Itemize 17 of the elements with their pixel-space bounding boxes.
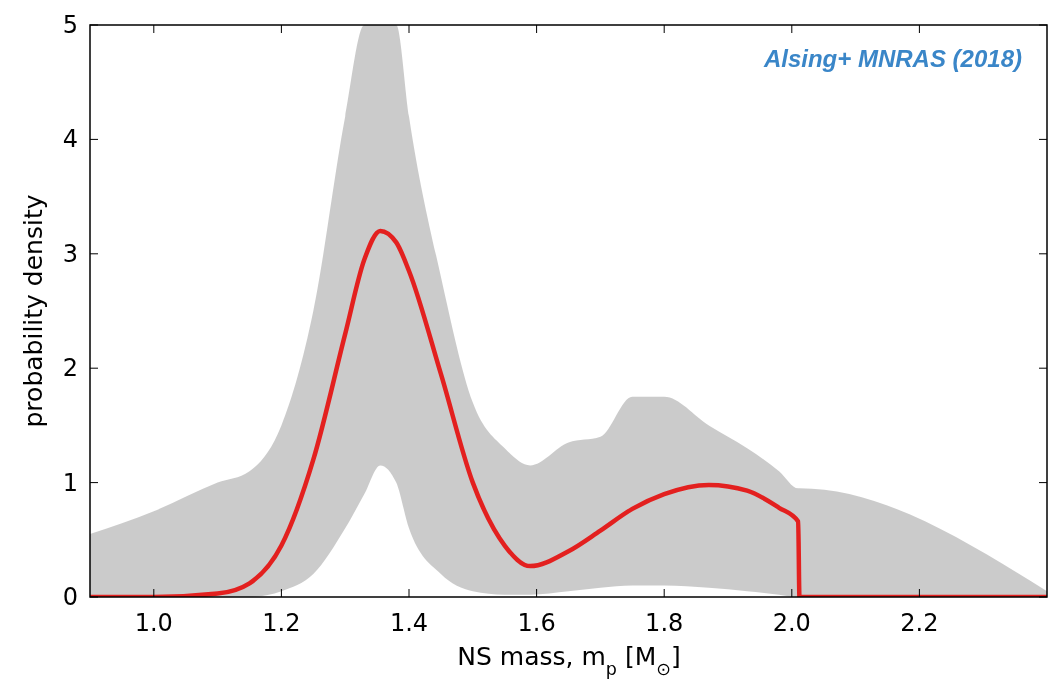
x-tick-label: 1.4 (389, 609, 429, 637)
y-tick-label: 1 (62, 468, 78, 497)
x-tick-label: 2.2 (900, 609, 939, 637)
y-axis-title: probability density (19, 194, 48, 428)
x-axis-title: NS mass, m$_{p}$ [M$_{⊙}$] (457, 642, 681, 679)
y-tick-label: 2 (62, 354, 78, 383)
x-tick-label: 1.2 (262, 609, 301, 637)
y-tick-label: 0 (62, 583, 78, 611)
x-tick-label: 1.8 (645, 609, 684, 637)
y-tick-label: 5 (62, 11, 78, 39)
x-tick-label: 2.0 (772, 609, 811, 637)
y-tick-label: 4 (62, 125, 78, 154)
line-series (90, 228, 1048, 597)
x-tick-label: 1.0 (134, 609, 173, 637)
annotation: Alsing+ MNRAS (2018) (762, 45, 1022, 72)
y-tick-label: 3 (62, 239, 78, 268)
x-tick-label: 1.6 (517, 609, 556, 637)
